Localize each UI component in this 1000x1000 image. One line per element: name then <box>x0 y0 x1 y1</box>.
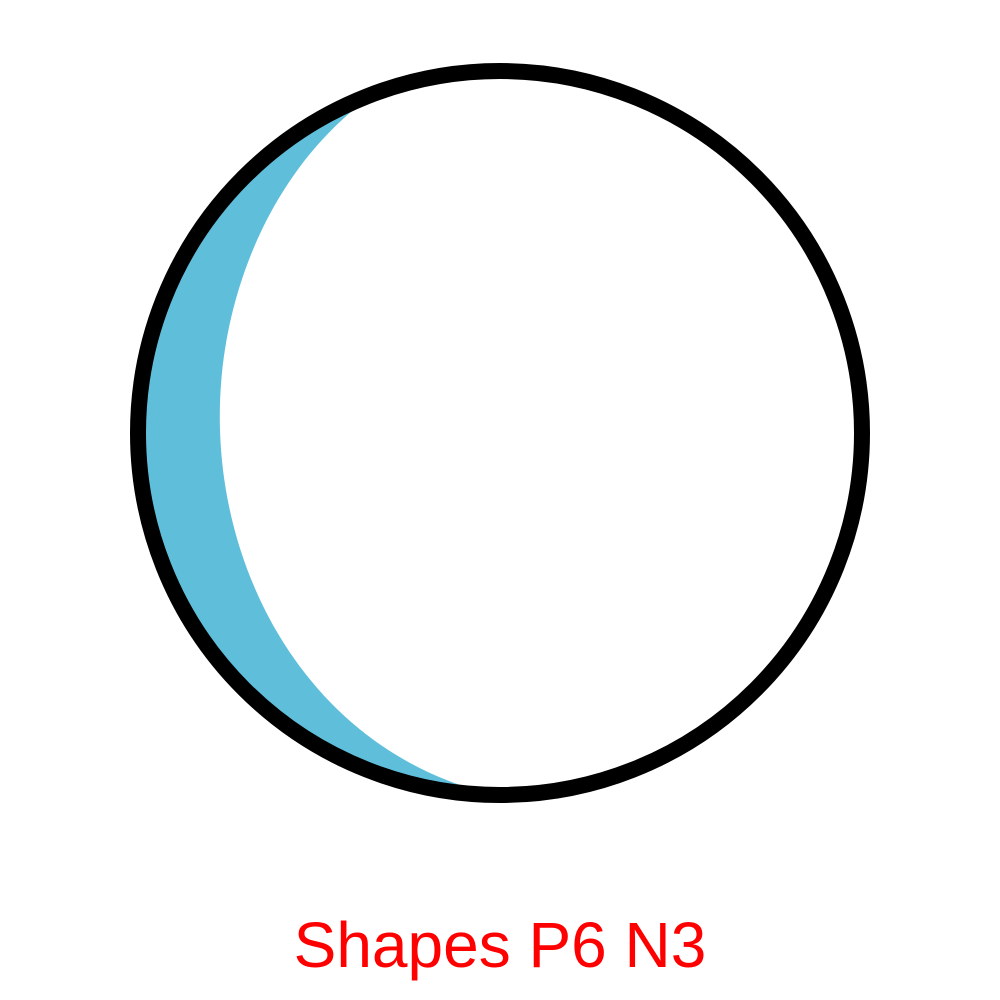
crescent-fill <box>138 71 520 795</box>
figure-caption: Shapes P6 N3 <box>293 909 707 981</box>
circle-outline <box>130 63 870 803</box>
